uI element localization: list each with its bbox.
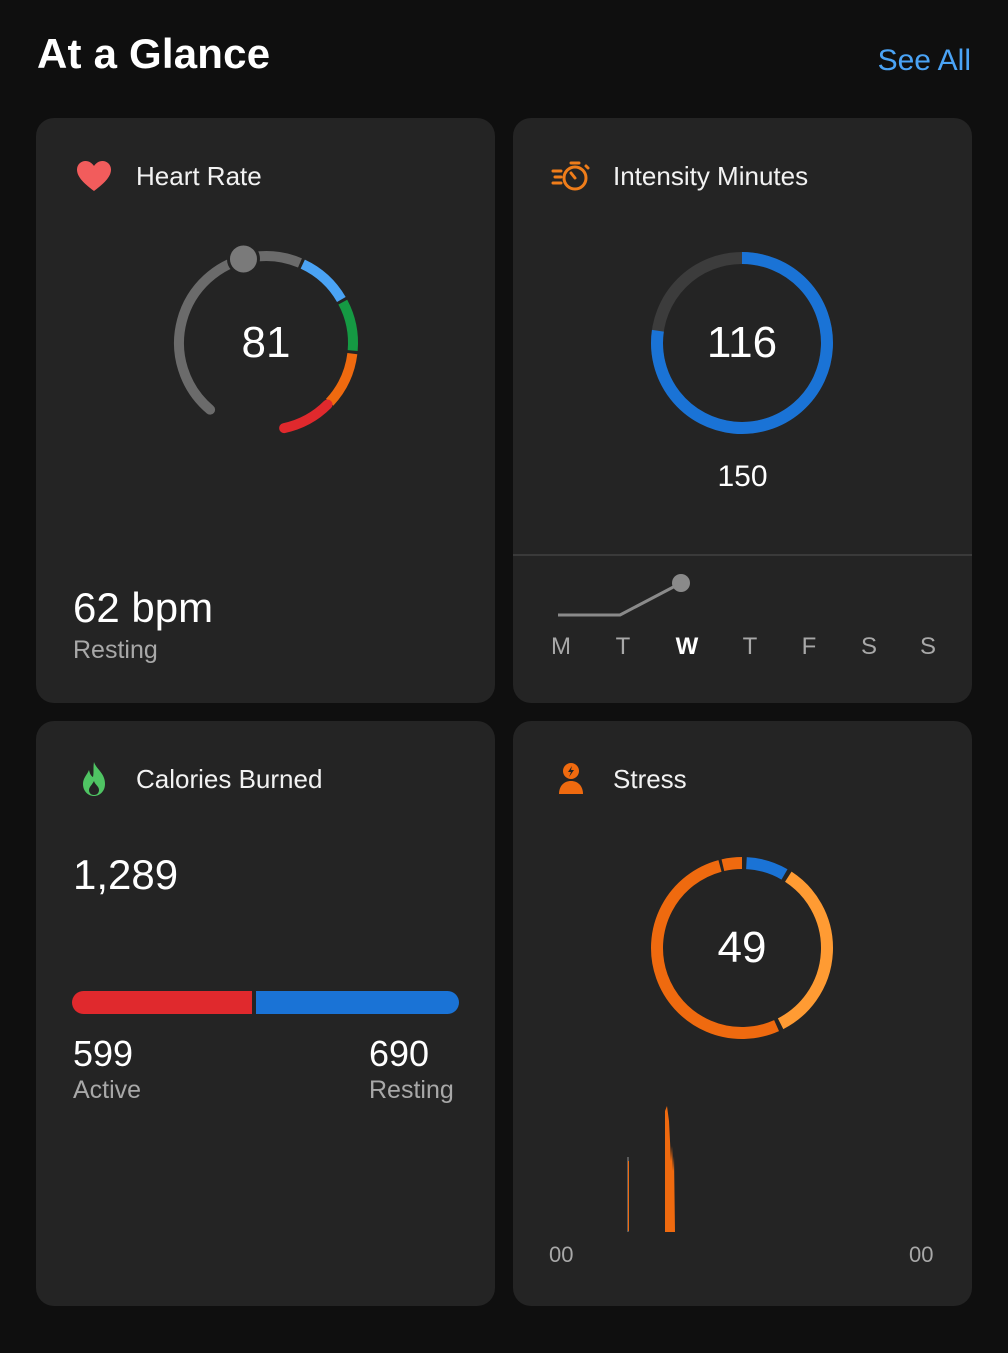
intensity-ring-progress bbox=[651, 252, 833, 434]
heart-icon bbox=[74, 156, 114, 196]
active-calories-label: Active bbox=[73, 1076, 142, 1104]
hr-zone-aerobic bbox=[338, 299, 358, 352]
stress-value: 49 bbox=[717, 923, 767, 972]
current-day-marker bbox=[672, 574, 690, 592]
heart-rate-card[interactable]: Heart Rate 81 62 bpm Resting bbox=[36, 118, 495, 703]
stress-bar-peak bbox=[665, 1106, 675, 1232]
active-calories-segment bbox=[72, 991, 252, 1014]
resting-calories-label: Resting bbox=[369, 1076, 454, 1104]
heart-rate-current-value: 81 bbox=[241, 318, 291, 367]
intensity-minutes-card[interactable]: Intensity Minutes 116 150 M T W T F S S bbox=[513, 118, 972, 703]
stress-header: Stress bbox=[551, 759, 687, 799]
intensity-title: Intensity Minutes bbox=[613, 160, 809, 191]
hr-zone-easy bbox=[300, 259, 346, 303]
calories-burned-card[interactable]: Calories Burned 1,289 599 Active 690 Res… bbox=[36, 721, 495, 1306]
stress-title: Stress bbox=[613, 763, 687, 794]
stress-axis-start: 00 bbox=[549, 1242, 574, 1267]
intensity-header: Intensity Minutes bbox=[551, 156, 808, 196]
page-title: At a Glance bbox=[37, 30, 271, 77]
stress-ring-low bbox=[777, 871, 833, 1030]
day-label-3: T bbox=[742, 633, 758, 660]
calories-total: 1,289 bbox=[73, 851, 179, 898]
day-label-5: S bbox=[860, 633, 877, 660]
stress-ring-high bbox=[721, 857, 743, 872]
resting-calories-segment bbox=[256, 991, 459, 1014]
heart-rate-gauge: 81 bbox=[161, 238, 371, 448]
day-label-6: S bbox=[919, 633, 936, 660]
active-calories-value: 599 bbox=[73, 1033, 134, 1074]
resting-calories-value: 690 bbox=[369, 1033, 430, 1074]
stress-person-icon bbox=[551, 759, 591, 799]
heart-rate-header: Heart Rate bbox=[74, 156, 262, 196]
day-label-2: W bbox=[675, 633, 699, 660]
intensity-divider bbox=[513, 554, 972, 556]
intensity-progress-ring: 116 bbox=[642, 243, 842, 443]
hr-zone-rest bbox=[174, 252, 256, 415]
resting-bpm-value: 62 bpm bbox=[73, 584, 214, 631]
calories-title: Calories Burned bbox=[136, 763, 323, 794]
stopwatch-icon bbox=[551, 156, 591, 196]
calories-split-bar bbox=[72, 991, 459, 1014]
day-label-4: F bbox=[801, 633, 817, 660]
flame-icon bbox=[74, 759, 114, 799]
stress-axis-end: 00 bbox=[909, 1242, 934, 1267]
stress-bar-small bbox=[628, 1161, 629, 1231]
intensity-goal: 150 bbox=[717, 460, 768, 493]
intensity-value: 116 bbox=[706, 318, 778, 367]
heart-rate-title: Heart Rate bbox=[136, 160, 262, 191]
stress-ring: 49 bbox=[642, 848, 842, 1048]
stress-timeline-chart bbox=[627, 1106, 675, 1232]
calories-header: Calories Burned bbox=[74, 759, 322, 799]
see-all-link[interactable]: See All bbox=[877, 44, 971, 77]
stress-ring-medium bbox=[651, 860, 780, 1039]
resting-label: Resting bbox=[73, 636, 158, 664]
hr-zone-maximum bbox=[279, 399, 333, 434]
stress-ring-rest bbox=[745, 857, 788, 880]
day-label-1: T bbox=[615, 633, 631, 660]
hr-current-marker bbox=[226, 242, 260, 276]
hr-zone-threshold bbox=[325, 352, 358, 406]
stress-card[interactable]: Stress 49 00 00 bbox=[513, 721, 972, 1306]
day-label-0: M bbox=[551, 633, 571, 660]
intensity-weekly-line bbox=[558, 574, 690, 617]
